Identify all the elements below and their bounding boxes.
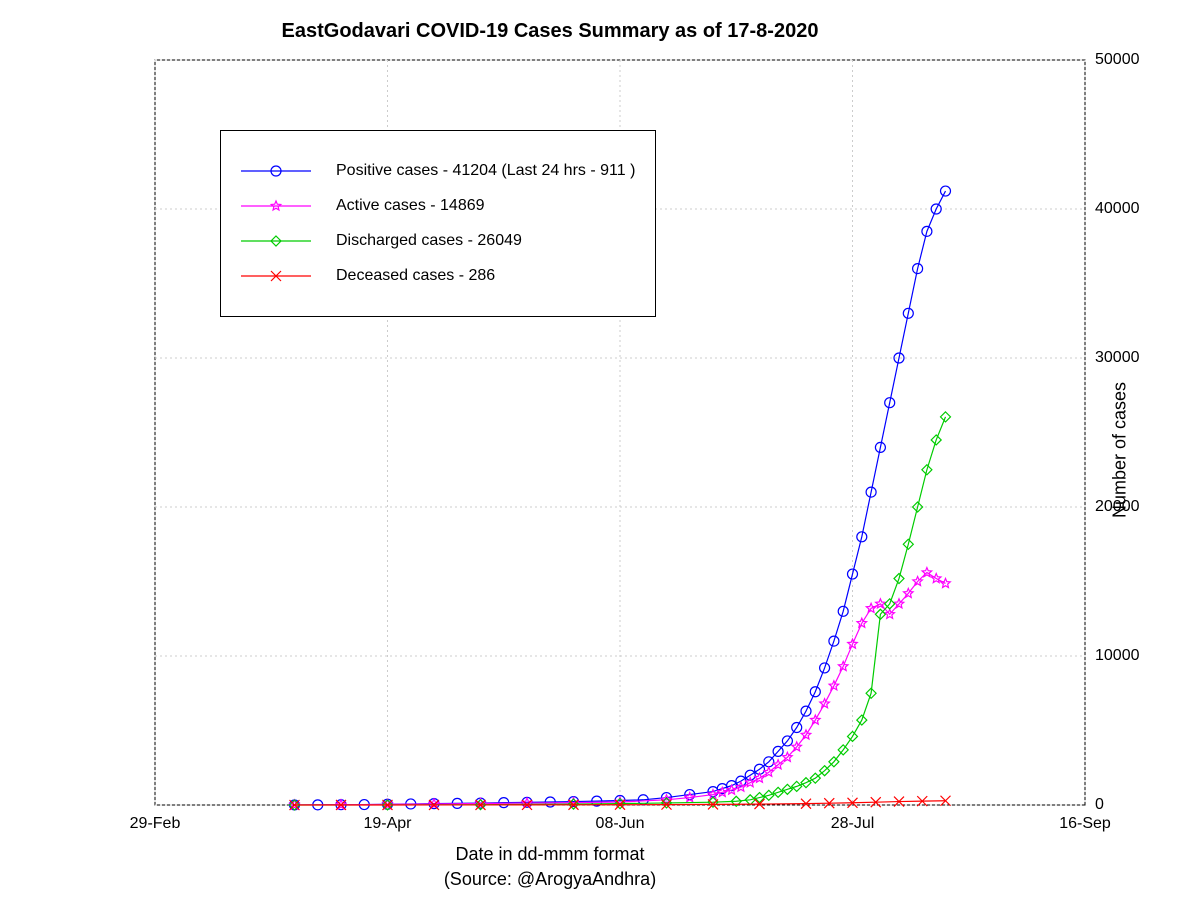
y-tick-label: 30000 (1095, 349, 1140, 367)
legend-label: Discharged cases - 26049 (336, 232, 522, 250)
chart-container: EastGodavari COVID-19 Cases Summary as o… (0, 0, 1200, 900)
legend-item: Deceased cases - 286 (241, 266, 635, 286)
y-tick-label: 50000 (1095, 51, 1140, 69)
y-tick-label: 10000 (1095, 647, 1140, 665)
x-tick-label: 16-Sep (1059, 815, 1111, 833)
legend-item: Positive cases - 41204 (Last 24 hrs - 91… (241, 161, 635, 181)
y-tick-label: 0 (1095, 796, 1104, 814)
legend-item: Active cases - 14869 (241, 196, 635, 216)
x-tick-label: 29-Feb (130, 815, 181, 833)
legend-item: Discharged cases - 26049 (241, 231, 635, 251)
source-label: (Source: @ArogyaAndhra) (0, 869, 1100, 890)
legend-label: Positive cases - 41204 (Last 24 hrs - 91… (336, 162, 635, 180)
legend-label: Active cases - 14869 (336, 197, 485, 215)
legend: Positive cases - 41204 (Last 24 hrs - 91… (220, 130, 656, 317)
legend-label: Deceased cases - 286 (336, 267, 495, 285)
y-tick-label: 40000 (1095, 200, 1140, 218)
x-tick-label: 08-Jun (596, 815, 645, 833)
y-tick-label: 20000 (1095, 498, 1140, 516)
x-axis-label: Date in dd-mmm format (0, 844, 1100, 865)
x-tick-label: 28-Jul (831, 815, 875, 833)
x-tick-label: 19-Apr (363, 815, 411, 833)
